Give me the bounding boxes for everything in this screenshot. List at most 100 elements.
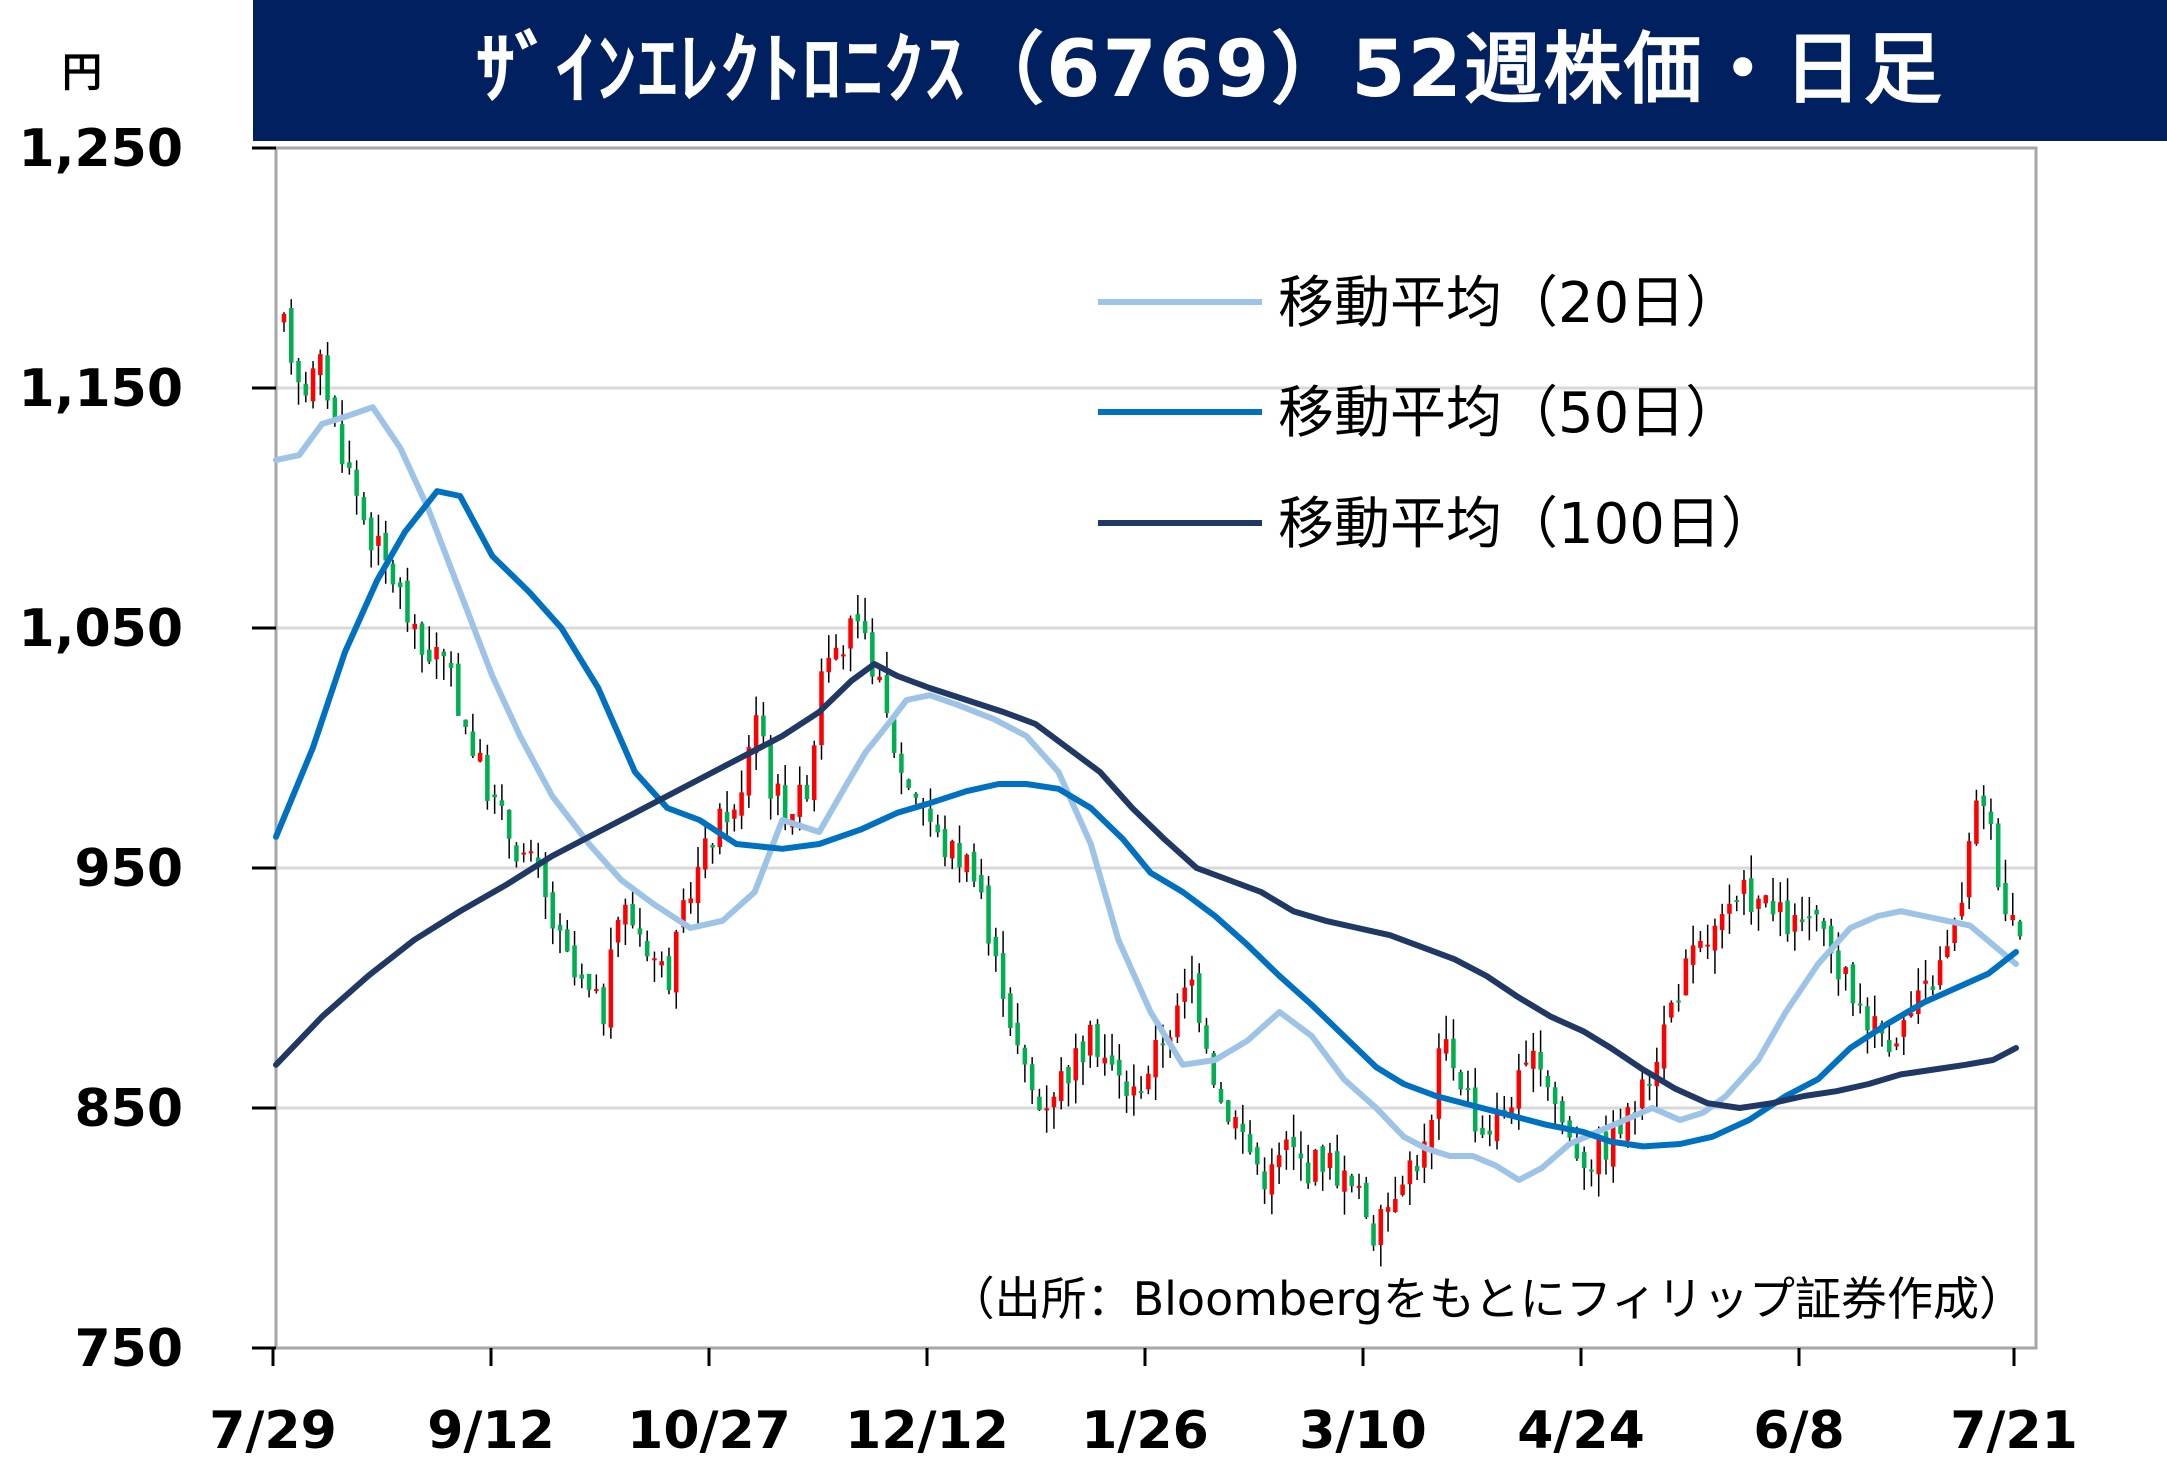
candle-body: [732, 809, 737, 819]
candle-body: [310, 368, 316, 402]
x-tick-label: 1/26: [1081, 1401, 1209, 1461]
candle-body: [608, 949, 614, 1028]
y-unit-label: 円: [62, 50, 102, 96]
candle-body: [288, 308, 294, 363]
candle-body: [390, 563, 396, 585]
candle-body: [1538, 1051, 1543, 1070]
candle-body: [1661, 1024, 1667, 1069]
legend-label: 移動平均（50日）: [1278, 381, 1741, 446]
candle-body: [1400, 1184, 1405, 1195]
x-tick-label: 9/12: [427, 1401, 555, 1461]
candle-body: [1908, 1013, 1914, 1017]
candle-body: [1581, 1151, 1587, 1169]
candle-body: [1719, 914, 1725, 930]
candle-body: [448, 662, 454, 668]
candle-body: [775, 783, 781, 796]
candle-body: [528, 851, 534, 854]
candle-body: [681, 900, 686, 928]
ma-series-line-1: [273, 404, 2019, 1183]
candle-body: [1305, 1162, 1311, 1184]
candle-body: [1044, 1108, 1049, 1111]
candle-body: [1196, 973, 1202, 1023]
candle-body: [1894, 1043, 1899, 1047]
source-note: （出所：Bloombergをもとにフィリップ証券作成）: [949, 1272, 2025, 1326]
candle-body: [797, 784, 802, 817]
candle-body: [1262, 1171, 1267, 1190]
candle-body: [804, 784, 810, 800]
candle-body: [1923, 980, 1928, 984]
candle-body: [1618, 1120, 1623, 1135]
candle-body: [1683, 958, 1689, 996]
x-tick-label: 12/12: [845, 1401, 1009, 1461]
candle-body: [1930, 986, 1936, 990]
candle-body: [964, 854, 970, 873]
candle-body: [1284, 1139, 1289, 1150]
candle-body: [1487, 1130, 1493, 1135]
candle-body: [942, 829, 948, 858]
candle-body: [405, 580, 410, 623]
legend: 移動平均（20日） 移動平均（50日） 移動平均（100日）: [1098, 271, 1777, 557]
y-tick-label: 1,250: [19, 119, 183, 179]
candle-body: [1247, 1134, 1253, 1153]
candle-body: [1029, 1064, 1035, 1091]
ma-series-line-3: [273, 661, 2019, 1111]
candle-body: [1603, 1131, 1609, 1160]
candle-body: [1189, 979, 1195, 986]
candle-body: [1690, 945, 1696, 965]
candle-body: [913, 793, 919, 798]
candle-body: [877, 676, 882, 681]
candle-body: [456, 663, 461, 716]
candle-body: [1494, 1113, 1500, 1142]
candle-body: [935, 824, 940, 833]
candle-body: [281, 313, 287, 323]
candle-body: [1320, 1146, 1325, 1172]
candle-body: [557, 925, 563, 931]
candle-body: [419, 623, 425, 655]
candle-body: [1574, 1140, 1580, 1159]
candle-body: [1095, 1024, 1100, 1057]
candle-body: [739, 792, 744, 816]
candle-body: [1407, 1160, 1413, 1185]
candle-body: [891, 719, 897, 754]
candle-body: [1465, 1088, 1471, 1091]
candle-body: [565, 929, 570, 952]
candle-body: [412, 623, 418, 630]
candle-body: [1422, 1141, 1427, 1168]
candle-body: [1705, 944, 1710, 947]
candle-body: [1865, 1006, 1870, 1031]
candle-body: [703, 838, 708, 870]
ma-series-line-2: [273, 488, 2019, 1150]
candle-body: [630, 904, 635, 926]
candle-body: [1560, 1100, 1565, 1123]
candle-body: [2017, 921, 2023, 937]
candle-body: [1356, 1185, 1362, 1188]
candle-body: [1792, 915, 1798, 932]
candle-body: [1748, 878, 1754, 912]
candle-body: [586, 973, 592, 990]
candle-body: [441, 651, 447, 657]
candle-body: [1160, 1043, 1166, 1046]
candle-body: [1857, 1003, 1863, 1006]
candle-body: [659, 961, 664, 966]
candle-body: [383, 532, 388, 561]
candle-body: [1952, 919, 1957, 943]
title-bar: ｻﾞｲﾝｴﾚｸﾄﾛﾆｸｽ（6769）52週株価・日足: [253, 0, 2167, 141]
legend-label: 移動平均（100日）: [1278, 492, 1777, 557]
candle-body: [1117, 1059, 1122, 1076]
candle-body: [1298, 1153, 1304, 1159]
candle-body: [1807, 916, 1812, 919]
candle-body: [1545, 1076, 1551, 1088]
candle-body: [1102, 1057, 1108, 1064]
x-tick-label: 4/24: [1517, 1401, 1645, 1461]
candle-body: [717, 808, 723, 848]
candle-body: [1669, 1002, 1674, 1018]
candle-body: [1255, 1147, 1260, 1165]
candle-body: [1937, 960, 1943, 986]
candle-body: [666, 956, 672, 991]
candle-body: [1756, 898, 1761, 909]
candle-body: [376, 535, 381, 546]
candle-body: [979, 875, 984, 893]
candle-body: [1785, 900, 1790, 935]
candle-body: [724, 811, 730, 823]
candle-body: [1436, 1048, 1442, 1119]
